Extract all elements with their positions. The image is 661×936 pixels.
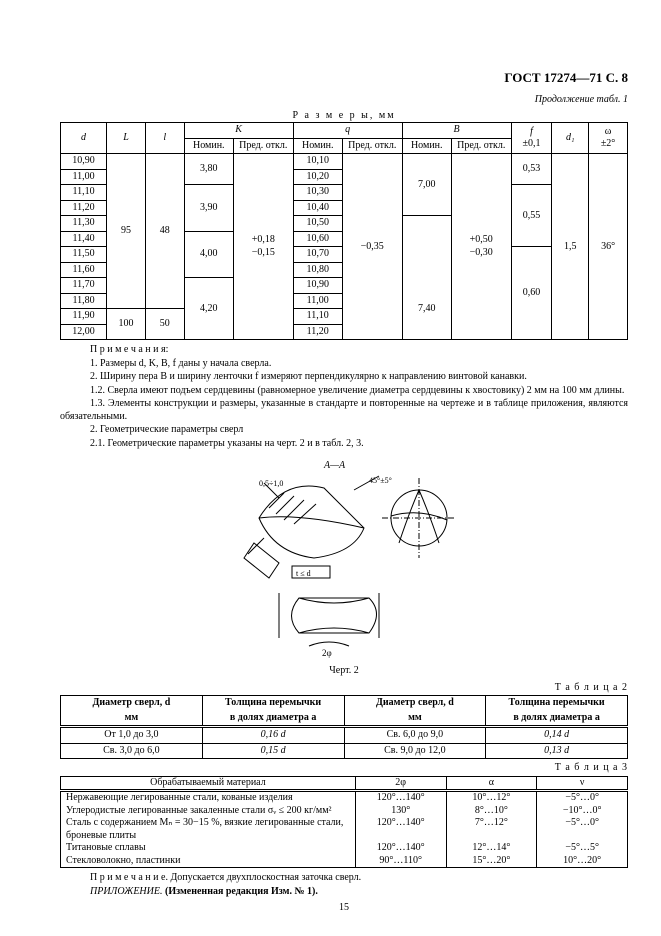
figure-2: A—A 45°±5° 0,5÷1,0 — [60, 458, 628, 663]
table-1: d L l K q B f±0,1 d₁ ω±2° Номин. Пред. о… — [60, 122, 628, 340]
notes-block: П р и м е ч а н и я: 1. Размеры d, K, B,… — [60, 344, 628, 450]
table-row: Обрабатываемый материал 2φ α ν — [61, 776, 628, 791]
table-row: От 1,0 до 3,0 0,16 d Св. 6,0 до 9,0 0,14… — [61, 727, 628, 744]
continuation-label: Продолжение табл. 1 — [60, 94, 628, 107]
doc-header: ГОСТ 17274—71 С. 8 — [60, 70, 628, 86]
page: ГОСТ 17274—71 С. 8 Продолжение табл. 1 Р… — [0, 0, 661, 936]
table-row: Св. 3,0 до 6,00,15 d Св. 9,0 до 12,00,13… — [61, 743, 628, 759]
svg-text:0,5÷1,0: 0,5÷1,0 — [259, 479, 283, 488]
svg-text:A—A: A—A — [323, 460, 346, 471]
svg-text:t ≤ d: t ≤ d — [296, 569, 311, 578]
table-row: Диаметр сверл, d Толщина перемычки Диаме… — [61, 696, 628, 711]
table-row: Углеродистые легированные закаленные ста… — [61, 805, 628, 818]
table-row: d L l K q B f±0,1 d₁ ω±2° — [61, 123, 628, 139]
table-3-label: Т а б л и ц а 3 — [60, 762, 628, 775]
svg-text:2φ: 2φ — [322, 648, 332, 658]
table-row: Стекловолокно, пластинки90°…110° 15°…20°… — [61, 855, 628, 868]
table-row: 10,90 95 48 3,80 +0,18−0,15 10,10 −0,35 … — [61, 154, 628, 170]
footnote-block: П р и м е ч а н и е. Допускается двухпло… — [60, 872, 628, 898]
table-3: Обрабатываемый материал 2φ α ν Нержавеющ… — [60, 776, 628, 869]
figure-caption: Черт. 2 — [60, 665, 628, 678]
page-number: 15 — [60, 902, 628, 915]
svg-text:45°±5°: 45°±5° — [369, 476, 392, 485]
table-2: Диаметр сверл, d Толщина перемычки Диаме… — [60, 695, 628, 759]
drill-diagram-icon: A—A 45°±5° 0,5÷1,0 — [204, 458, 484, 658]
table-2-label: Т а б л и ц а 2 — [60, 682, 628, 695]
table-row: Титановые сплавы120°…140° 12°…14°−5°…5° — [61, 842, 628, 855]
table-row: ммв долях диаметра a ммв долях диаметра … — [61, 711, 628, 727]
table-row: Сталь с содержанием Mₙ = 30−15 %, вязкие… — [61, 817, 628, 842]
table-row: Нержавеющие легированные стали, кованые … — [61, 791, 628, 805]
sizes-caption: Р а з м е р ы, мм — [60, 110, 628, 123]
